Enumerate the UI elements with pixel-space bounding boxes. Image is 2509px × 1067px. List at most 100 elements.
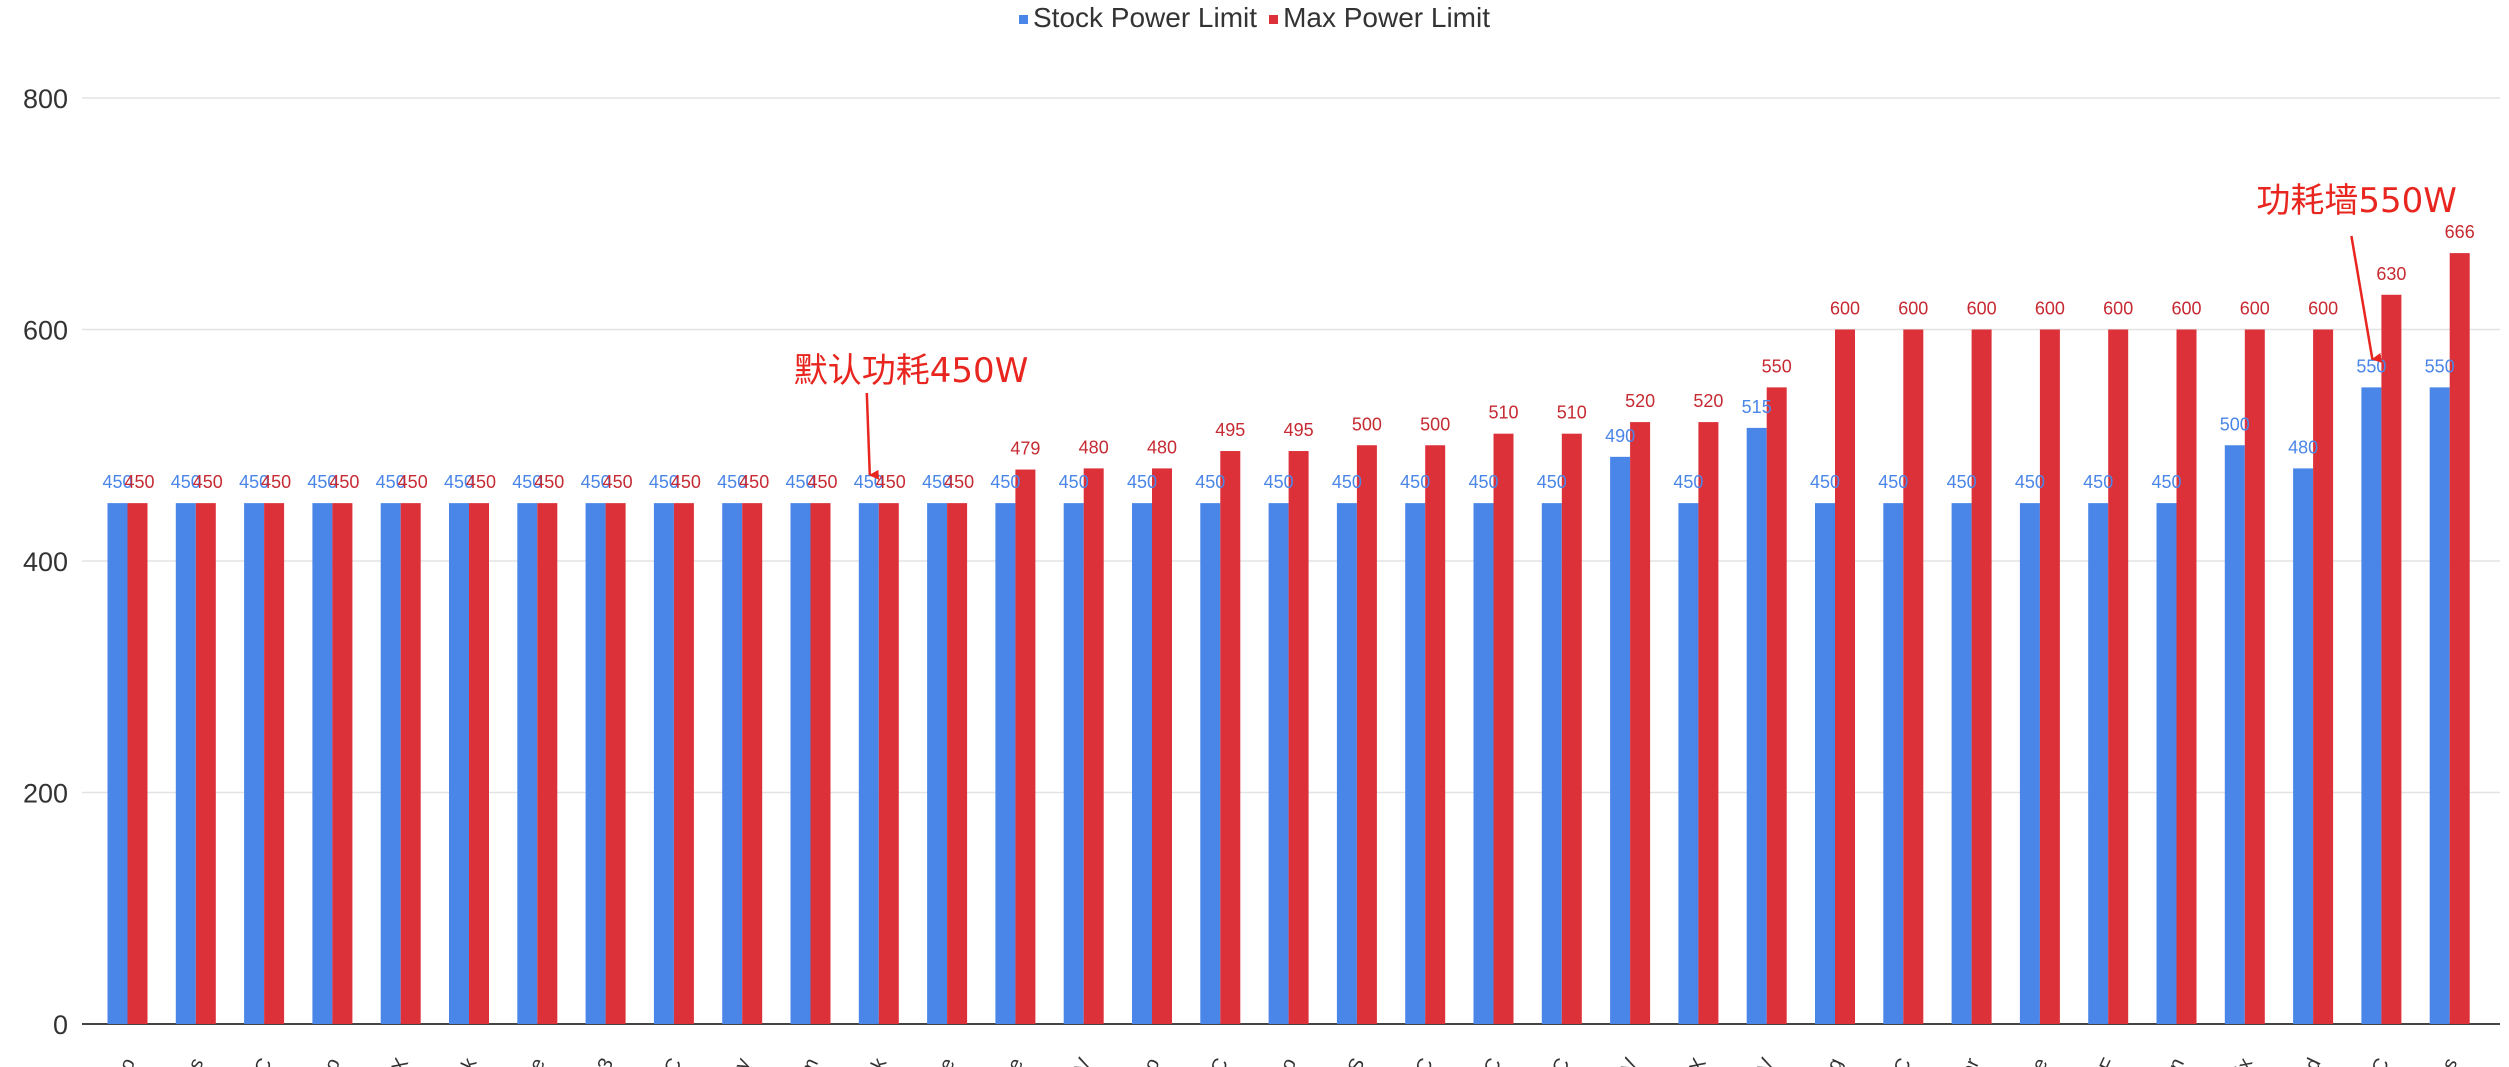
x-tick-label: lerto [309, 1055, 345, 1067]
bar-stock [927, 503, 948, 1024]
bar-max [742, 503, 763, 1024]
data-label-stock: 450 [785, 472, 815, 492]
bar-max [1766, 387, 1787, 1024]
data-label-max: 479 [1010, 439, 1040, 459]
data-label-stock: 480 [2288, 437, 2318, 457]
data-label-max: 450 [603, 472, 633, 492]
bar-max [2313, 329, 2334, 1024]
data-label-max: 600 [2171, 299, 2201, 319]
data-label-max: 600 [1967, 299, 1997, 319]
x-tick-label: OC [1200, 1055, 1233, 1067]
bar-stock [107, 503, 128, 1024]
x-tick-label: OC [244, 1055, 277, 1067]
annotations: 默认功耗450W 功耗墙550W [794, 181, 2457, 480]
data-label-stock: 450 [1264, 472, 1294, 492]
y-tick-label: 800 [23, 84, 68, 114]
x-tick-label: bite [516, 1055, 550, 1067]
bar-stock [1815, 503, 1835, 1024]
data-label-stock: 450 [990, 472, 1020, 492]
bar-stock [2019, 503, 2040, 1024]
data-label-stock: 450 [1537, 472, 1567, 492]
bar-max [400, 503, 421, 1024]
data-label-max: 600 [2308, 299, 2338, 319]
data-label-max: 480 [1079, 437, 1109, 457]
bar-stock [722, 503, 743, 1024]
x-tick-label: OC [1542, 1055, 1575, 1067]
data-label-stock: 450 [1400, 472, 1430, 492]
y-tick-label: 0 [53, 1010, 68, 1040]
x-tick-label: X-V [1062, 1054, 1096, 1067]
data-label-max: 600 [1898, 299, 1928, 319]
x-tick-label: lack [447, 1054, 482, 1067]
data-label-max: 510 [1488, 403, 1518, 423]
data-label-max: 450 [807, 472, 837, 492]
legend-label-stock: Stock Power Limit [1032, 2, 1258, 33]
bar-max [878, 503, 899, 1024]
y-axis: 0 200 400 600 800 [23, 84, 68, 1040]
bar-max [469, 503, 489, 1024]
legend-label-max: Max Power Limit [1283, 2, 1490, 33]
bar-stock [2156, 503, 2177, 1024]
data-label-stock: 450 [1195, 472, 1225, 492]
bar-max [1971, 329, 1992, 1024]
x-tick-label: inity [720, 1055, 755, 1067]
bar-max [264, 503, 285, 1024]
bar-stock [2429, 387, 2450, 1024]
bar-stock [175, 503, 196, 1024]
data-label-max: 450 [124, 472, 154, 492]
bar-stock [2088, 503, 2109, 1024]
data-label-stock: 450 [1127, 472, 1157, 492]
bar-stock [1746, 427, 1767, 1024]
bar-max [810, 503, 831, 1024]
data-label-stock: 450 [1673, 472, 1703, 492]
legend-item-stock: Stock Power Limit [1018, 2, 1258, 34]
x-tick-label: ic-X [379, 1055, 413, 1067]
bar-max [1493, 433, 1514, 1024]
bar-stock [312, 503, 333, 1024]
bar-stock [858, 503, 879, 1024]
data-label-stock: 450 [102, 472, 132, 492]
data-label-stock: 550 [2425, 356, 2455, 376]
x-tick-label: OC [2361, 1055, 2394, 1067]
data-label-stock: 450 [1810, 472, 1840, 492]
bar-max [947, 503, 968, 1024]
bar-stock [995, 503, 1016, 1024]
bar-stock [1883, 503, 1904, 1024]
data-label-stock: 450 [1468, 472, 1498, 492]
bar-stock [2224, 445, 2245, 1024]
bars [107, 253, 2470, 1025]
bar-stock [1541, 503, 1562, 1024]
x-tick-label: Plus [2426, 1055, 2462, 1067]
data-label-stock: 500 [2220, 414, 2250, 434]
data-label-max: 450 [876, 472, 906, 492]
data-label-stock: 490 [1605, 426, 1635, 446]
bar-max [127, 503, 148, 1024]
bar-max [1356, 445, 1377, 1024]
x-tick-label: ning [1812, 1055, 1848, 1067]
bar-stock [1473, 503, 1494, 1024]
data-label-max: 600 [1830, 299, 1860, 319]
bar-max [673, 503, 694, 1024]
data-label-stock: 450 [444, 472, 474, 492]
annotation-text: 默认功耗450W [794, 351, 1029, 391]
bar-max [1083, 468, 1104, 1024]
y-tick-label: 400 [23, 547, 68, 577]
bar-stock [2293, 468, 2314, 1024]
data-label-stock: 450 [922, 472, 952, 492]
data-label-max: 520 [1625, 391, 1655, 411]
bar-max [1835, 329, 1855, 1024]
x-tick-label: Strix [2220, 1055, 2257, 1067]
chart-legend: Stock Power Limit Max Power Limit [0, 2, 2509, 34]
data-label-stock: 450 [239, 472, 269, 492]
bar-max [1288, 451, 1309, 1025]
data-label-max: 450 [466, 472, 496, 492]
data-label-max: 480 [1147, 437, 1177, 457]
data-label-stock: 450 [2151, 472, 2181, 492]
x-tick-label: ster [1950, 1055, 1984, 1067]
data-label-max: 600 [2240, 299, 2270, 319]
bar-stock [1678, 503, 1699, 1024]
bar-stock [1405, 503, 1426, 1024]
data-label-max: 600 [2035, 299, 2065, 319]
